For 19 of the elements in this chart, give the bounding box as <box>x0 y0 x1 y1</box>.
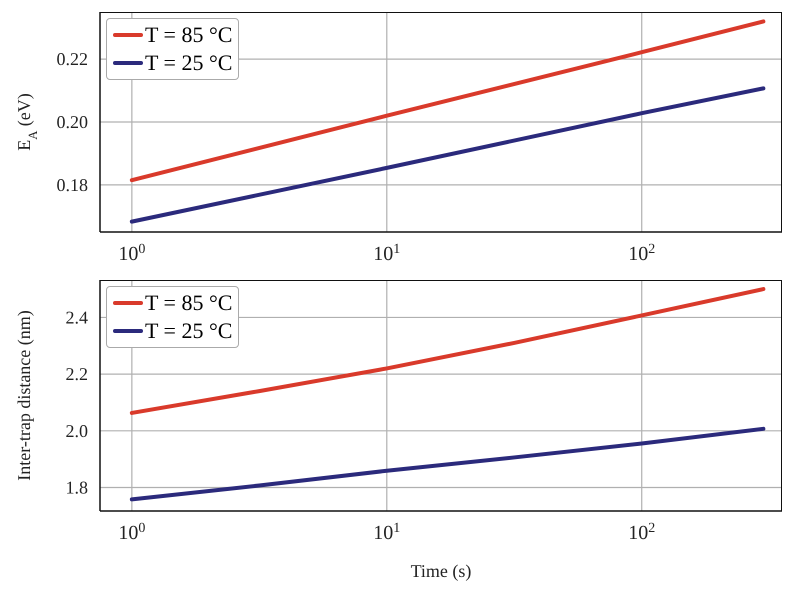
x-tick-label: 10$^{2}$ <box>628 242 656 265</box>
y-tick-label: 2.0 <box>66 420 88 441</box>
x-axis-title: Time (s) <box>410 561 472 581</box>
legend-label: T = 25 °C <box>145 49 232 77</box>
y-tick-label: 0.18 <box>56 174 88 195</box>
x-tick-label: 10$^{0}$ <box>118 242 146 265</box>
x-tick-label: 10$^{2}$ <box>628 520 656 544</box>
legend-label: T = 85 °C <box>145 289 232 317</box>
legend-label: T = 85 °C <box>145 21 232 49</box>
y-tick-label: 2.2 <box>66 364 88 384</box>
y-tick-label: 0.22 <box>56 49 88 70</box>
x-tick-label: 10$^{0}$ <box>118 520 146 544</box>
y-axis-title: Inter-trap distance (nm) <box>14 310 34 481</box>
y-tick-label: 0.20 <box>56 112 88 132</box>
legend-label: T = 25 °C <box>145 317 232 345</box>
y-tick-label: 1.8 <box>66 477 88 498</box>
x-tick-label: 10$^{1}$ <box>373 520 400 544</box>
x-tick-label: 10$^{1}$ <box>373 242 400 265</box>
y-tick-label: 2.4 <box>66 307 88 328</box>
